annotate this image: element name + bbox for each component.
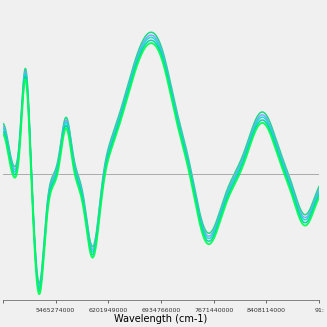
X-axis label: Wavelength (cm-1): Wavelength (cm-1)	[114, 314, 208, 324]
